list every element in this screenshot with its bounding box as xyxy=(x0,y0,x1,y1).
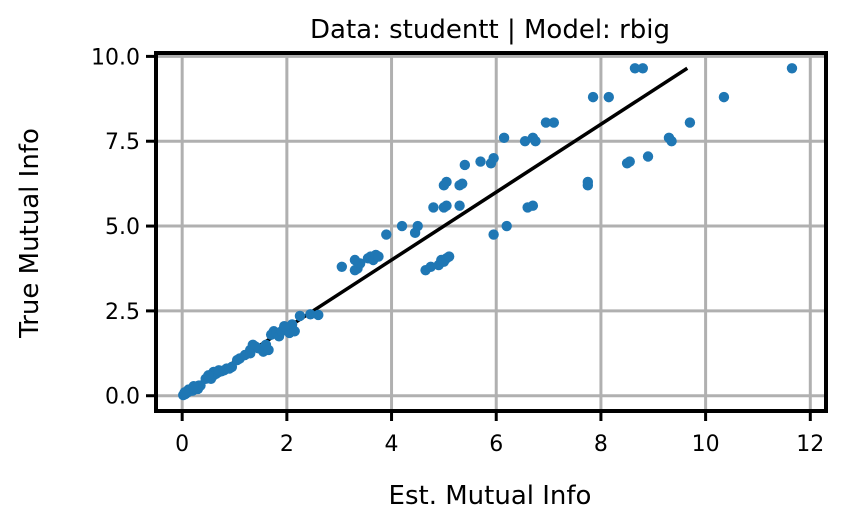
data-point xyxy=(475,156,486,167)
x-axis-title: Est. Mutual Info xyxy=(389,481,592,511)
x-tick-label: 0 xyxy=(175,432,189,457)
data-point xyxy=(336,261,348,272)
data-point xyxy=(443,251,455,262)
data-point xyxy=(488,229,499,240)
y-tick-label: 2.5 xyxy=(105,300,140,325)
data-point xyxy=(548,117,560,128)
data-point xyxy=(179,387,190,398)
data-point xyxy=(519,136,531,147)
x-tick-label: 2 xyxy=(280,432,294,457)
plot-frame xyxy=(154,51,828,413)
data-point xyxy=(263,344,274,356)
data-point xyxy=(642,151,654,162)
data-point xyxy=(305,309,316,320)
data-point xyxy=(425,261,437,272)
data-point xyxy=(188,381,199,392)
data-point xyxy=(624,156,635,167)
data-point xyxy=(289,326,300,337)
data-point xyxy=(501,220,512,232)
points-layer xyxy=(178,63,798,401)
data-point xyxy=(637,63,648,74)
y-tick-label: 10.0 xyxy=(91,45,140,70)
data-point xyxy=(530,136,541,147)
data-point xyxy=(684,117,696,128)
data-point xyxy=(454,200,465,211)
data-point xyxy=(349,254,361,266)
data-point xyxy=(441,200,452,211)
data-point xyxy=(279,320,290,332)
data-point xyxy=(488,152,499,164)
data-point xyxy=(245,348,256,359)
data-point xyxy=(203,370,214,381)
data-point xyxy=(459,159,471,171)
data-point xyxy=(381,229,392,240)
grid xyxy=(156,53,826,411)
data-point xyxy=(373,251,384,262)
data-point xyxy=(587,91,599,103)
y-axis-title: True Mutual Info xyxy=(15,128,45,339)
data-point xyxy=(213,365,225,376)
x-tick-label: 4 xyxy=(385,432,399,457)
data-point xyxy=(441,176,452,188)
data-point xyxy=(498,132,510,144)
data-point xyxy=(313,309,324,321)
ticks: 0 2 4 6 8 10 12 0.0 2.5 5.0 7.5 10.0 xyxy=(91,45,824,457)
y-tick-label: 5.0 xyxy=(105,215,140,240)
data-point xyxy=(786,63,798,74)
chart-title: Data: studentt | Model: rbig xyxy=(310,15,670,45)
data-point xyxy=(412,220,423,232)
data-point xyxy=(540,117,552,128)
data-point xyxy=(396,220,408,232)
x-tick-label: 12 xyxy=(796,432,824,457)
data-point xyxy=(527,200,539,211)
data-point xyxy=(603,91,614,103)
x-tick-label: 10 xyxy=(692,432,720,457)
data-point xyxy=(718,91,730,103)
data-point xyxy=(666,136,677,147)
data-point xyxy=(294,310,306,322)
data-point xyxy=(457,178,468,189)
y-tick-label: 7.5 xyxy=(105,130,140,155)
data-point xyxy=(428,202,439,213)
x-tick-label: 8 xyxy=(594,432,608,457)
data-point xyxy=(629,63,641,74)
data-point xyxy=(582,176,594,188)
x-tick-label: 6 xyxy=(489,432,503,457)
y-tick-label: 0.0 xyxy=(105,385,140,410)
